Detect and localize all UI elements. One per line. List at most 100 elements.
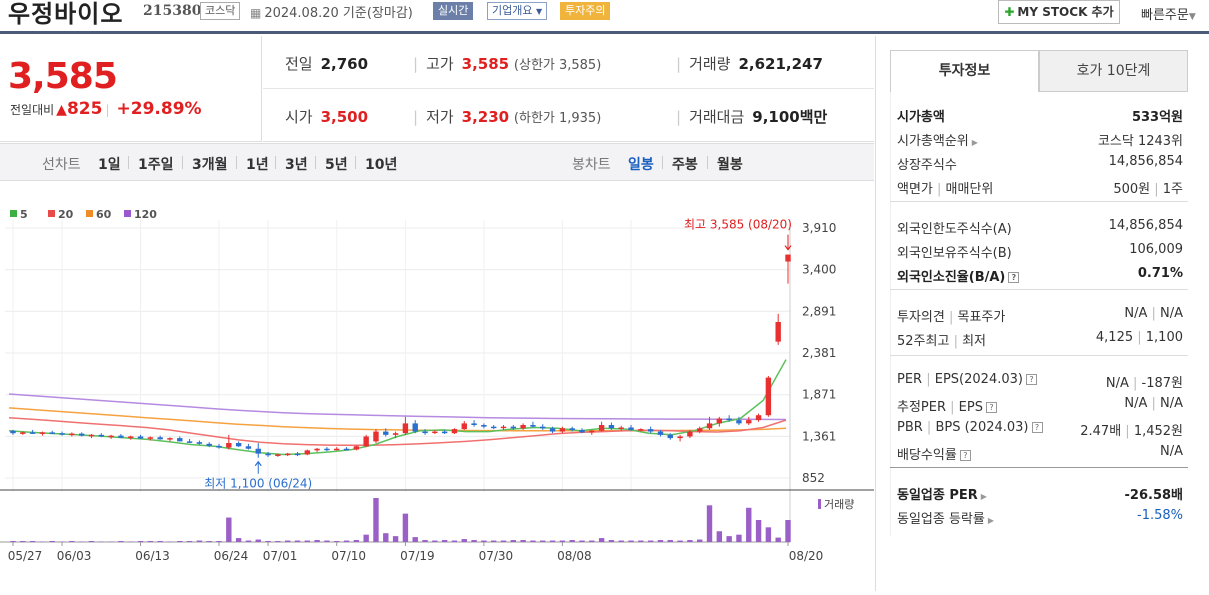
volume-bar xyxy=(89,541,94,542)
legend-swatch xyxy=(86,210,93,217)
period-1w[interactable]: 1주일 xyxy=(138,154,174,174)
info-row: 외국인보유주식수(B)106,009 xyxy=(897,242,1183,262)
tab-investment-info[interactable]: 투자정보 xyxy=(890,50,1039,92)
realtime-button[interactable]: 실시간 xyxy=(433,2,473,20)
info-key[interactable]: 동일업종 등락률▶ xyxy=(897,508,994,527)
high-annotation: 최고 3,585 (08/20) xyxy=(684,218,792,232)
info-value-1: -1.58% xyxy=(1137,508,1183,523)
period-10y[interactable]: 10년 xyxy=(365,154,397,174)
divider xyxy=(315,156,316,169)
candle-body xyxy=(550,428,555,431)
volume-bar xyxy=(285,541,290,542)
candle-body xyxy=(403,423,408,433)
period-monthly[interactable]: 월봉 xyxy=(717,154,743,174)
candle-body xyxy=(216,446,221,448)
period-1d[interactable]: 1일 xyxy=(98,154,121,174)
info-key-label: 동일업종 PER xyxy=(897,488,978,503)
info-key-label-2: 최저 xyxy=(962,334,986,349)
period-3y[interactable]: 3년 xyxy=(285,154,308,174)
period-1y[interactable]: 1년 xyxy=(246,154,269,174)
volume-bar xyxy=(305,541,310,542)
divider: | xyxy=(1133,330,1146,345)
low-annotation: 최저 1,100 (06/24) xyxy=(204,477,312,491)
candle-body xyxy=(560,428,565,431)
candle-body xyxy=(501,427,506,429)
help-icon[interactable]: ? xyxy=(1026,374,1037,385)
candle-body xyxy=(305,450,310,454)
period-3m[interactable]: 3개월 xyxy=(192,154,228,174)
help-icon[interactable]: ? xyxy=(1008,272,1019,283)
volume-bar xyxy=(157,541,162,542)
volume-bar xyxy=(295,541,300,542)
divider: | xyxy=(945,310,958,325)
volume-bar xyxy=(569,540,574,542)
x-tick-label: 06/03 xyxy=(57,549,92,563)
turnover-value: 9,100 xyxy=(752,108,799,126)
info-row: 외국인소진율(B/A)?0.71% xyxy=(897,266,1183,286)
company-overview-button[interactable]: 기업개요 ▼ xyxy=(487,2,547,20)
volume-bar xyxy=(726,536,731,542)
upper-limit: (상한가 3,585) xyxy=(514,58,601,73)
y-tick-label: 2,381 xyxy=(802,346,836,360)
info-value-1: 533억원 xyxy=(1132,110,1183,125)
candle-body xyxy=(314,449,319,451)
info-key: 시가총액 xyxy=(897,106,945,125)
info-key[interactable]: 동일업종 PER▶ xyxy=(897,484,987,503)
high-value: 3,585 xyxy=(462,55,509,73)
candle-body xyxy=(619,427,624,429)
info-key: 액면가 | 매매단위 xyxy=(897,178,993,197)
info-key[interactable]: 시가총액순위▶ xyxy=(897,130,978,149)
period-weekly[interactable]: 주봉 xyxy=(672,154,698,174)
info-row: 동일업종 등락률▶ -1.58% xyxy=(897,508,1183,528)
help-icon[interactable]: ? xyxy=(960,450,971,461)
x-tick-label: 06/24 xyxy=(214,549,249,563)
candle-body xyxy=(275,454,280,456)
divider xyxy=(128,156,129,169)
candle-body xyxy=(69,434,74,436)
add-my-stock-button[interactable]: ✚MY STOCK 추가 xyxy=(998,0,1120,24)
info-value-2: -187원 xyxy=(1142,376,1183,391)
quick-order-button[interactable]: 빠른주문▼ xyxy=(1141,4,1196,23)
help-icon[interactable]: ? xyxy=(986,402,997,413)
info-key: 외국인한도주식수(A) xyxy=(897,218,1012,237)
volume-bar xyxy=(579,541,584,542)
info-key-label: 외국인한도주식수(A) xyxy=(897,222,1012,237)
candle-body xyxy=(30,432,35,434)
candle-body xyxy=(668,435,673,438)
low-label: 저가 xyxy=(426,108,454,126)
info-value-1: N/A xyxy=(1124,306,1147,321)
divider xyxy=(707,156,708,169)
low-value: 3,230 xyxy=(462,108,509,126)
period-5y[interactable]: 5년 xyxy=(325,154,348,174)
info-value-1: 0.71% xyxy=(1138,266,1183,281)
period-daily[interactable]: 일봉 xyxy=(628,154,654,174)
info-value: N/A | N/A xyxy=(1124,396,1183,411)
legend-swatch xyxy=(48,210,55,217)
info-value-1: -26.58배 xyxy=(1125,488,1183,503)
candle-body xyxy=(726,418,731,420)
info-key-label: 시가총액 xyxy=(897,110,945,125)
x-tick-label: 07/30 xyxy=(479,549,514,563)
volume-bar xyxy=(550,541,555,542)
price-box: 3,585 전일대비▲825|+29.89% xyxy=(0,36,262,142)
help-icon[interactable]: ? xyxy=(1032,422,1043,433)
x-tick-label: 07/19 xyxy=(400,549,435,563)
divider xyxy=(236,156,237,169)
candle-body xyxy=(295,454,300,456)
tab-order-book[interactable]: 호가 10단계 xyxy=(1039,50,1188,92)
base-date: ▦2024.08.20 기준(장마감) xyxy=(250,2,413,21)
candle-body xyxy=(432,432,437,434)
info-key-label-2: 매매단위 xyxy=(946,182,994,197)
info-value-1: 500원 xyxy=(1113,182,1150,197)
info-value-2: N/A xyxy=(1160,306,1183,321)
volume-bar xyxy=(30,541,35,542)
divider xyxy=(662,156,663,169)
divider: | xyxy=(413,55,418,73)
candle-body xyxy=(579,430,584,432)
